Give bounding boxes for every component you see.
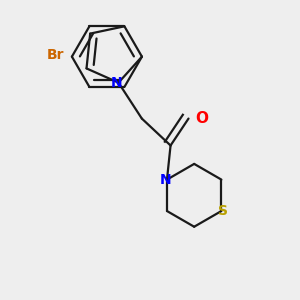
Text: Br: Br [47,48,65,62]
Text: S: S [218,204,228,218]
Text: O: O [196,111,209,126]
Text: N: N [111,76,122,90]
Text: N: N [159,172,171,187]
